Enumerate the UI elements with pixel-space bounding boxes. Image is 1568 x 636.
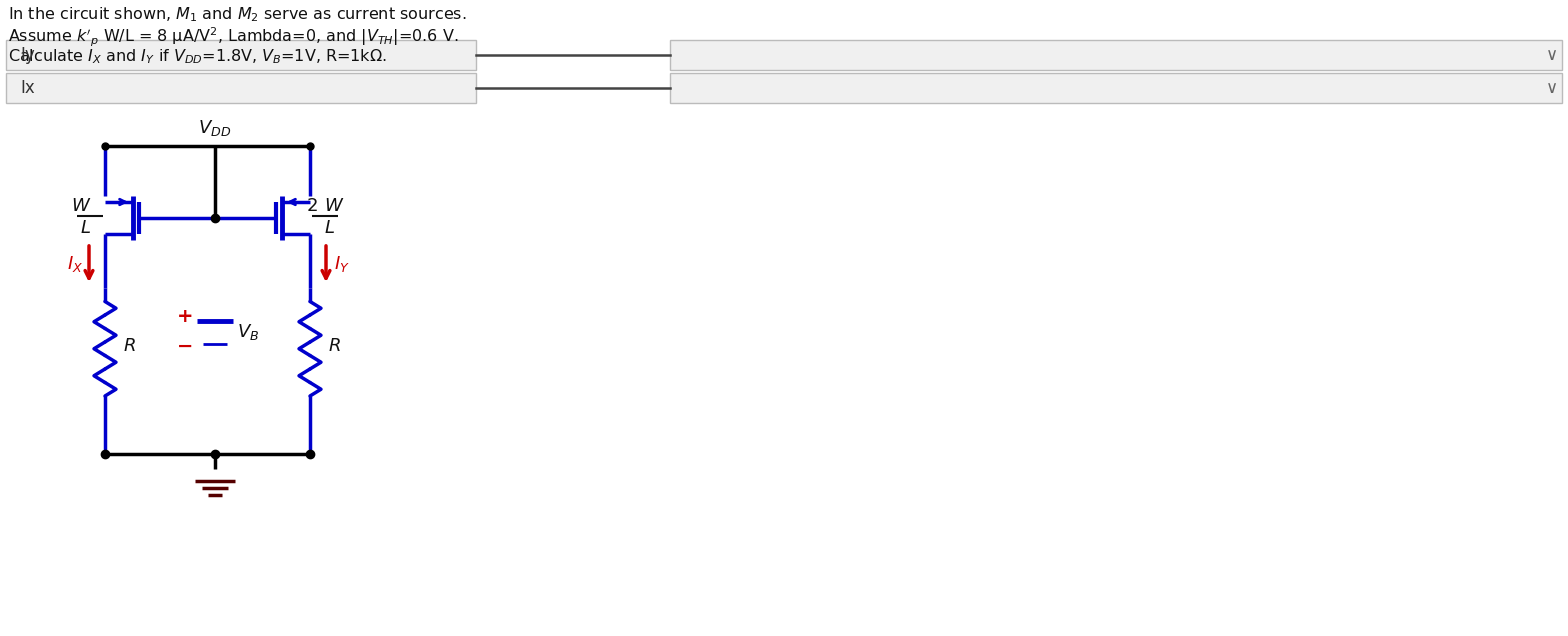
Text: Assume $k'_p$ W/L = 8 μA/V$^2$, Lambda=0, and $|V_{TH}|$=0.6 V.: Assume $k'_p$ W/L = 8 μA/V$^2$, Lambda=0… (8, 26, 458, 50)
Text: Iy: Iy (20, 46, 34, 64)
Text: $I_X$: $I_X$ (67, 254, 83, 274)
Text: $L$: $L$ (325, 219, 336, 237)
Text: ∨: ∨ (1546, 79, 1559, 97)
FancyBboxPatch shape (670, 73, 1562, 103)
Text: −: − (177, 336, 193, 356)
Text: $V_B$: $V_B$ (237, 322, 259, 343)
Text: Ix: Ix (20, 79, 34, 97)
Text: $R$: $R$ (328, 337, 340, 355)
Text: $W$: $W$ (325, 197, 345, 215)
Text: In the circuit shown, $M_1$ and $M_2$ serve as current sources.: In the circuit shown, $M_1$ and $M_2$ se… (8, 5, 467, 24)
Text: $V_{DD}$: $V_{DD}$ (199, 118, 232, 138)
Text: +: + (177, 307, 193, 326)
Text: $2$: $2$ (306, 197, 318, 215)
FancyBboxPatch shape (670, 40, 1562, 70)
Text: $W$: $W$ (71, 197, 91, 215)
Text: ∨: ∨ (1546, 46, 1559, 64)
FancyBboxPatch shape (6, 73, 477, 103)
Text: $L$: $L$ (80, 219, 91, 237)
Text: $I_Y$: $I_Y$ (334, 254, 350, 274)
Text: $R$: $R$ (122, 337, 136, 355)
Text: Calculate $I_X$ and $I_Y$ if $V_{DD}$=1.8V, $V_B$=1V, R=1kΩ.: Calculate $I_X$ and $I_Y$ if $V_{DD}$=1.… (8, 47, 387, 66)
FancyBboxPatch shape (6, 40, 477, 70)
